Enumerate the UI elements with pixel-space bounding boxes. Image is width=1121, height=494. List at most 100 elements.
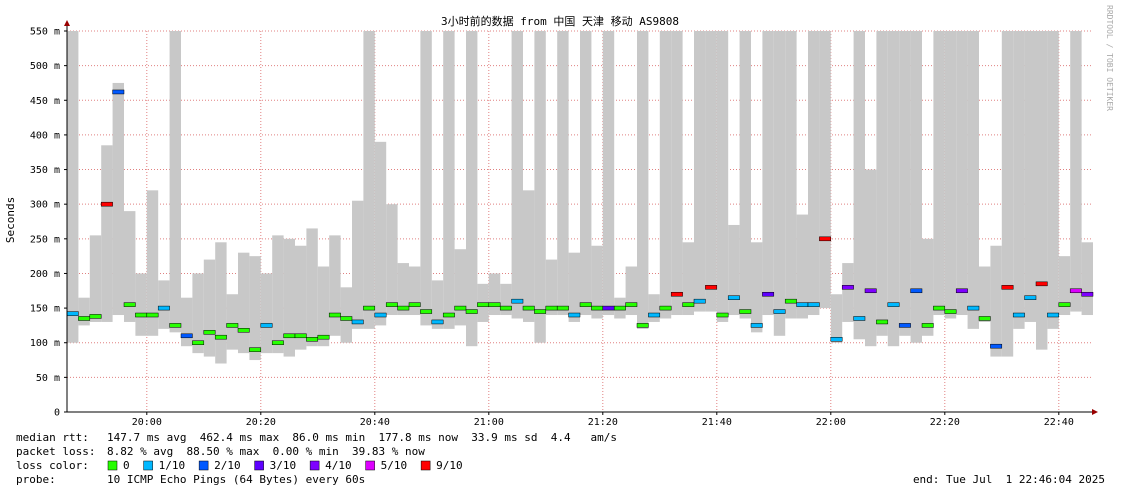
smoke <box>933 31 945 316</box>
y-arrow <box>64 20 70 26</box>
median <box>556 305 569 311</box>
median <box>146 312 159 318</box>
median <box>169 323 182 328</box>
legend-label: 5/10 <box>381 459 408 472</box>
median <box>522 305 535 311</box>
median <box>214 334 227 340</box>
median <box>66 311 79 316</box>
median <box>511 298 524 304</box>
median <box>990 343 1003 349</box>
legend-swatch <box>365 460 375 471</box>
median <box>967 305 980 311</box>
smoke <box>181 297 193 347</box>
median <box>226 323 239 328</box>
smoke <box>705 31 717 312</box>
median <box>762 291 775 297</box>
smoke <box>226 294 238 350</box>
y-tick-label: 300 m <box>30 200 60 211</box>
probe-label: probe: <box>16 473 56 486</box>
smoke <box>112 82 124 316</box>
median <box>203 330 216 335</box>
median <box>1047 312 1060 318</box>
median <box>294 333 307 339</box>
median <box>385 302 398 307</box>
x-tick-label: 22:40 <box>1044 417 1074 428</box>
smoke <box>637 31 649 329</box>
smoke <box>135 273 147 336</box>
median <box>499 305 512 311</box>
median <box>807 302 820 307</box>
smoke <box>329 235 341 336</box>
smoke <box>443 31 455 329</box>
smoke <box>1001 31 1014 357</box>
smoke <box>260 273 273 354</box>
y-axis-title: Seconds <box>4 197 17 243</box>
median <box>397 305 410 311</box>
median <box>78 316 91 321</box>
median <box>955 288 968 294</box>
smoke <box>580 31 592 316</box>
median <box>887 302 900 307</box>
smoke <box>796 214 808 319</box>
smoke <box>158 280 170 329</box>
y-tick-label: 50 m <box>36 373 60 384</box>
median <box>237 328 250 333</box>
median <box>1012 312 1025 318</box>
smoke <box>876 31 888 336</box>
y-tick-label: 200 m <box>30 269 60 280</box>
legend-swatch <box>254 460 264 471</box>
stats-text: 147.7 ms avg 462.4 ms max 86.0 ms min 17… <box>107 431 617 444</box>
smoke <box>124 211 136 322</box>
smoke <box>306 228 318 347</box>
median <box>123 302 136 307</box>
smoke <box>739 31 751 319</box>
smoke <box>1047 31 1059 329</box>
smoke <box>101 145 113 322</box>
smoke <box>830 294 843 343</box>
legend-label: 9/10 <box>436 459 463 472</box>
smoke <box>67 31 79 343</box>
legend-title: loss color: <box>16 459 89 472</box>
smoke <box>648 294 660 322</box>
smoke <box>899 31 911 336</box>
smoke <box>534 31 546 343</box>
median <box>819 236 832 242</box>
marks <box>66 31 1094 364</box>
median <box>1069 288 1082 294</box>
smoke <box>249 256 261 361</box>
smoke <box>409 266 421 316</box>
smoke <box>591 245 603 319</box>
median <box>89 314 102 319</box>
y-tick-label: 150 m <box>30 304 60 315</box>
smoke <box>500 283 512 316</box>
median <box>465 309 478 314</box>
y-tick-label: 350 m <box>30 165 60 176</box>
x-tick-label: 22:00 <box>816 417 846 428</box>
smoke <box>283 238 295 357</box>
median <box>306 337 319 342</box>
smoke <box>397 263 409 316</box>
median <box>750 323 763 328</box>
median <box>876 319 889 325</box>
median <box>1035 281 1048 287</box>
smoke <box>887 31 900 347</box>
median <box>340 316 353 321</box>
median <box>374 312 387 318</box>
median <box>408 302 421 307</box>
median <box>864 288 877 294</box>
smoke <box>89 235 102 322</box>
x-tick-label: 21:00 <box>474 417 504 428</box>
x-tick-label: 22:20 <box>930 417 960 428</box>
stats-label: median rtt: <box>16 431 89 444</box>
smoke <box>716 31 729 322</box>
stats-label: packet loss: <box>16 445 95 458</box>
median <box>260 323 273 328</box>
legend-label: 2/10 <box>214 459 241 472</box>
smoke <box>169 31 181 333</box>
stats-text: 8.82 % avg 88.50 % max 0.00 % min 39.83 … <box>107 445 425 458</box>
median <box>271 340 284 345</box>
probe-text: 10 ICMP Echo Pings (64 Bytes) every 60s <box>107 473 365 486</box>
smoke <box>78 297 90 326</box>
x-tick-label: 21:20 <box>588 417 618 428</box>
